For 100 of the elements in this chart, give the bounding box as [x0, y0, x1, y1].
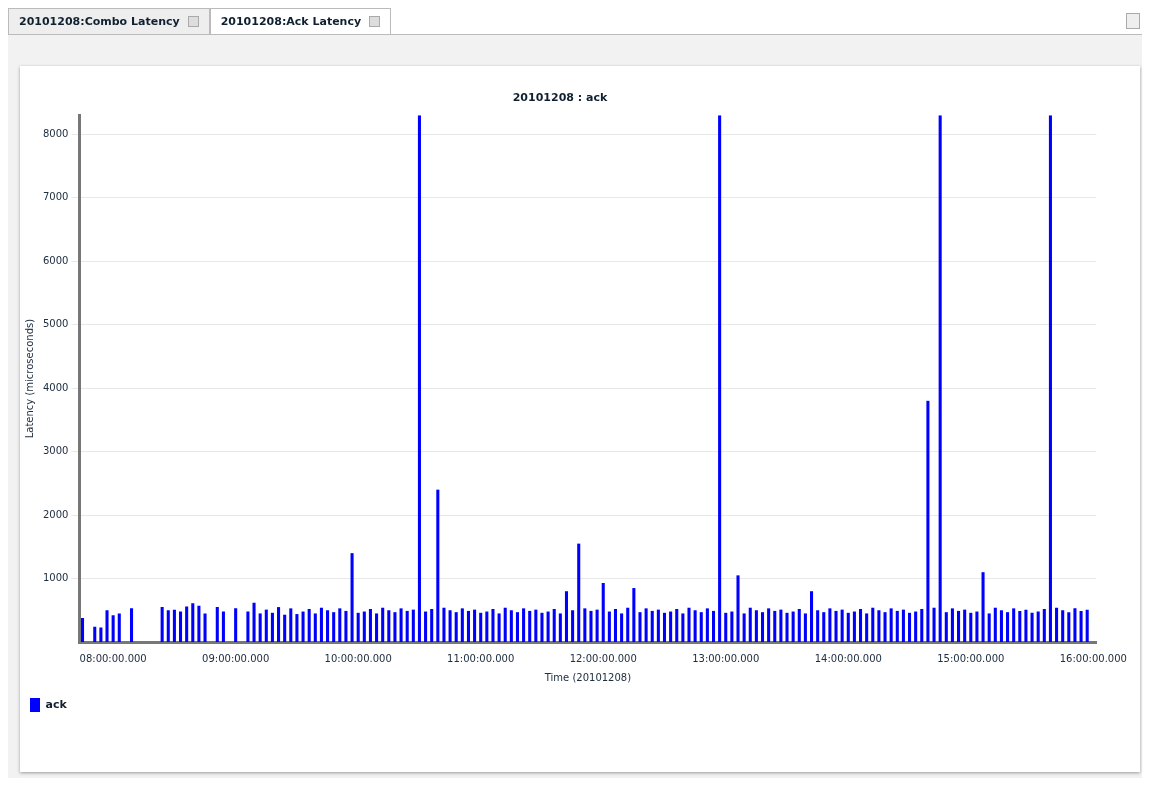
bar [589, 610, 593, 642]
bar [417, 115, 421, 642]
bar [546, 611, 550, 642]
bar [129, 608, 134, 642]
bar [1042, 609, 1046, 642]
bar [1085, 609, 1089, 642]
bar [552, 609, 556, 642]
bar [362, 611, 366, 642]
bar [754, 610, 758, 642]
bar [748, 607, 752, 642]
bar [1024, 609, 1028, 642]
bar [779, 609, 783, 642]
bar [944, 612, 948, 642]
bar [920, 609, 924, 642]
bar [1048, 115, 1052, 642]
bar [1061, 610, 1065, 642]
bar [981, 572, 985, 642]
bar [270, 612, 274, 642]
bar [424, 611, 428, 642]
text: 20101208:Ack Latency [220, 15, 362, 28]
bar [368, 609, 372, 642]
bar [313, 613, 317, 642]
bar [277, 607, 281, 642]
bar [889, 608, 893, 642]
bar [375, 613, 379, 642]
bar [901, 609, 905, 642]
x-tick-label: 11:00:00.000 [447, 652, 515, 664]
bar [932, 607, 936, 642]
bar [387, 610, 391, 642]
bar [711, 610, 716, 642]
bar [405, 610, 409, 642]
bar [926, 400, 930, 642]
bar [509, 610, 513, 642]
bar [338, 608, 342, 642]
bar [246, 611, 250, 642]
bar [999, 610, 1003, 642]
bar [448, 610, 452, 642]
bar [564, 591, 569, 642]
bar [393, 612, 397, 642]
bar [264, 609, 268, 642]
bar [950, 608, 954, 642]
y-tick-label: 4000 [43, 381, 69, 393]
bar [289, 608, 293, 642]
bar [454, 612, 458, 642]
bar [344, 610, 348, 642]
y-tick-label: 2000 [43, 508, 69, 520]
bar [179, 611, 183, 642]
x-tick-label: 16:00:00.000 [1059, 652, 1127, 664]
x-tick-label: 09:00:00.000 [202, 652, 270, 664]
x-tick-label: 10:00:00.000 [324, 652, 392, 664]
bar [1012, 608, 1016, 642]
bar [1030, 612, 1034, 642]
bar [111, 615, 115, 642]
bar [515, 612, 519, 642]
bar [258, 613, 262, 642]
bar [93, 626, 97, 642]
bar [430, 609, 434, 642]
bar [626, 607, 630, 642]
y-tick-label: 7000 [43, 191, 69, 203]
text: 20101208:Combo Latency [19, 15, 180, 28]
bar [172, 609, 176, 642]
chart-title: 20101208 : ack [512, 91, 608, 105]
bar [846, 612, 850, 642]
bar [895, 610, 899, 642]
bar [871, 607, 875, 642]
bar [534, 609, 538, 642]
bar [1073, 608, 1077, 642]
bar [307, 609, 311, 642]
bar [963, 609, 967, 642]
bar [411, 609, 415, 642]
y-axis-title: Latency (microseconds) [23, 318, 35, 439]
bar [117, 613, 121, 642]
bar [859, 609, 863, 642]
bar [350, 553, 354, 642]
x-tick-label: 13:00:00.000 [692, 652, 760, 664]
bar [460, 608, 464, 642]
bar [883, 612, 887, 642]
bar [332, 612, 336, 642]
bar [295, 614, 299, 642]
bar [191, 603, 195, 642]
bar [203, 613, 207, 642]
bar [865, 613, 869, 642]
bar [908, 612, 912, 642]
bar [803, 613, 807, 642]
bar [736, 575, 740, 642]
bar [1036, 611, 1040, 642]
bar [957, 610, 961, 642]
bar [675, 609, 679, 642]
bar [613, 609, 618, 642]
bar [1018, 610, 1022, 642]
bar [571, 610, 575, 642]
legend-label: ack [45, 697, 68, 711]
bar [877, 610, 881, 642]
bar [381, 607, 385, 642]
bar [540, 612, 544, 642]
bar [479, 612, 483, 642]
bar [197, 605, 201, 642]
bar [166, 610, 170, 642]
bar [718, 115, 722, 642]
x-tick-label: 08:00:00.000 [79, 652, 147, 664]
